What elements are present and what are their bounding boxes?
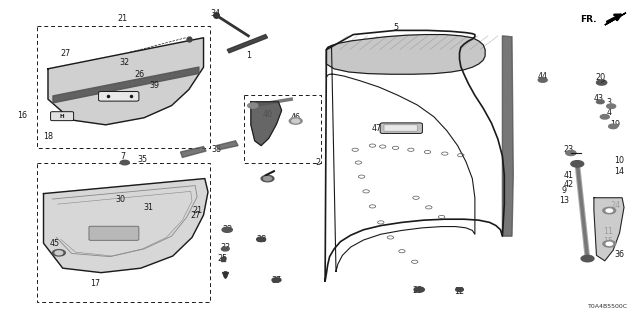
Text: 30: 30 bbox=[115, 196, 125, 204]
Text: 31: 31 bbox=[143, 203, 154, 212]
Text: 28: 28 bbox=[256, 235, 266, 244]
Text: 32: 32 bbox=[120, 58, 130, 67]
Polygon shape bbox=[180, 147, 206, 157]
Text: 13: 13 bbox=[559, 196, 570, 205]
Text: 6: 6 bbox=[265, 175, 270, 184]
Text: 38: 38 bbox=[211, 145, 221, 154]
Circle shape bbox=[221, 247, 229, 251]
Text: 24: 24 bbox=[611, 201, 621, 210]
Text: 3: 3 bbox=[607, 98, 612, 107]
Circle shape bbox=[292, 119, 300, 123]
Text: 22: 22 bbox=[222, 225, 232, 234]
Text: 30: 30 bbox=[115, 94, 125, 103]
Polygon shape bbox=[44, 179, 208, 273]
Text: 35: 35 bbox=[137, 155, 147, 164]
Circle shape bbox=[566, 150, 576, 156]
Text: 21: 21 bbox=[118, 14, 128, 23]
Text: 16: 16 bbox=[17, 111, 28, 120]
Polygon shape bbox=[605, 13, 626, 25]
Text: 20: 20 bbox=[595, 73, 605, 82]
Text: 29: 29 bbox=[412, 286, 422, 295]
Circle shape bbox=[607, 104, 616, 108]
Text: 9: 9 bbox=[562, 186, 567, 195]
Text: 43: 43 bbox=[593, 94, 604, 103]
Circle shape bbox=[606, 209, 612, 212]
Text: 39: 39 bbox=[150, 81, 160, 90]
Text: 37: 37 bbox=[271, 276, 282, 285]
Text: T0A4B5500C: T0A4B5500C bbox=[588, 304, 628, 309]
Text: 7: 7 bbox=[120, 152, 125, 161]
Circle shape bbox=[596, 100, 604, 104]
Text: 18: 18 bbox=[43, 132, 53, 141]
Text: H: H bbox=[60, 114, 65, 119]
Polygon shape bbox=[502, 36, 513, 236]
Text: 21: 21 bbox=[192, 206, 202, 215]
Circle shape bbox=[264, 177, 271, 180]
Circle shape bbox=[222, 227, 232, 232]
Text: 5: 5 bbox=[393, 23, 398, 32]
Text: 23: 23 bbox=[563, 145, 573, 154]
FancyBboxPatch shape bbox=[51, 112, 74, 121]
Circle shape bbox=[248, 103, 258, 108]
Circle shape bbox=[120, 160, 129, 165]
Text: 8: 8 bbox=[223, 271, 228, 280]
Text: 27: 27 bbox=[190, 211, 200, 220]
Circle shape bbox=[606, 242, 612, 245]
FancyBboxPatch shape bbox=[99, 92, 139, 101]
Text: 10: 10 bbox=[614, 156, 625, 165]
Text: 11: 11 bbox=[603, 227, 613, 236]
Text: 41: 41 bbox=[563, 171, 573, 180]
Circle shape bbox=[257, 237, 266, 242]
Text: 42: 42 bbox=[563, 180, 573, 189]
Text: 33: 33 bbox=[220, 243, 230, 252]
Text: 36: 36 bbox=[614, 250, 625, 259]
Text: 4: 4 bbox=[607, 108, 612, 117]
Circle shape bbox=[596, 80, 607, 85]
Text: 25: 25 bbox=[218, 254, 228, 263]
Circle shape bbox=[603, 241, 616, 247]
Text: 17: 17 bbox=[90, 279, 100, 288]
Text: 27: 27 bbox=[60, 49, 70, 58]
Bar bbox=[244, 95, 321, 163]
Text: 47: 47 bbox=[371, 124, 381, 133]
Circle shape bbox=[538, 78, 547, 82]
Circle shape bbox=[414, 287, 424, 292]
Circle shape bbox=[52, 250, 65, 256]
Circle shape bbox=[603, 207, 616, 214]
Circle shape bbox=[55, 251, 63, 255]
Text: FR.: FR. bbox=[580, 15, 596, 24]
FancyBboxPatch shape bbox=[89, 226, 139, 240]
Circle shape bbox=[272, 278, 281, 282]
Text: 2: 2 bbox=[316, 158, 321, 167]
Text: 34: 34 bbox=[210, 9, 220, 18]
Text: 46: 46 bbox=[291, 113, 301, 122]
Text: 14: 14 bbox=[614, 167, 625, 176]
Bar bbox=[37, 163, 210, 302]
Polygon shape bbox=[326, 35, 485, 74]
Polygon shape bbox=[251, 102, 282, 146]
Circle shape bbox=[456, 288, 463, 292]
Text: 40: 40 bbox=[262, 110, 273, 119]
Bar bbox=[37, 26, 210, 148]
Polygon shape bbox=[227, 35, 268, 53]
Circle shape bbox=[571, 161, 584, 167]
Text: 12: 12 bbox=[454, 287, 465, 296]
FancyBboxPatch shape bbox=[380, 123, 422, 133]
Circle shape bbox=[289, 118, 302, 124]
Polygon shape bbox=[48, 38, 204, 125]
Text: 1: 1 bbox=[246, 52, 251, 60]
Text: 44: 44 bbox=[538, 72, 548, 81]
Circle shape bbox=[581, 255, 594, 262]
Text: 45: 45 bbox=[49, 239, 60, 248]
FancyBboxPatch shape bbox=[384, 125, 417, 131]
Text: 19: 19 bbox=[611, 120, 621, 129]
Circle shape bbox=[609, 124, 618, 129]
Circle shape bbox=[600, 115, 609, 119]
Circle shape bbox=[261, 175, 274, 182]
Polygon shape bbox=[216, 141, 238, 150]
Text: 26: 26 bbox=[134, 70, 145, 79]
Text: 15: 15 bbox=[603, 237, 613, 246]
Polygon shape bbox=[594, 198, 624, 261]
